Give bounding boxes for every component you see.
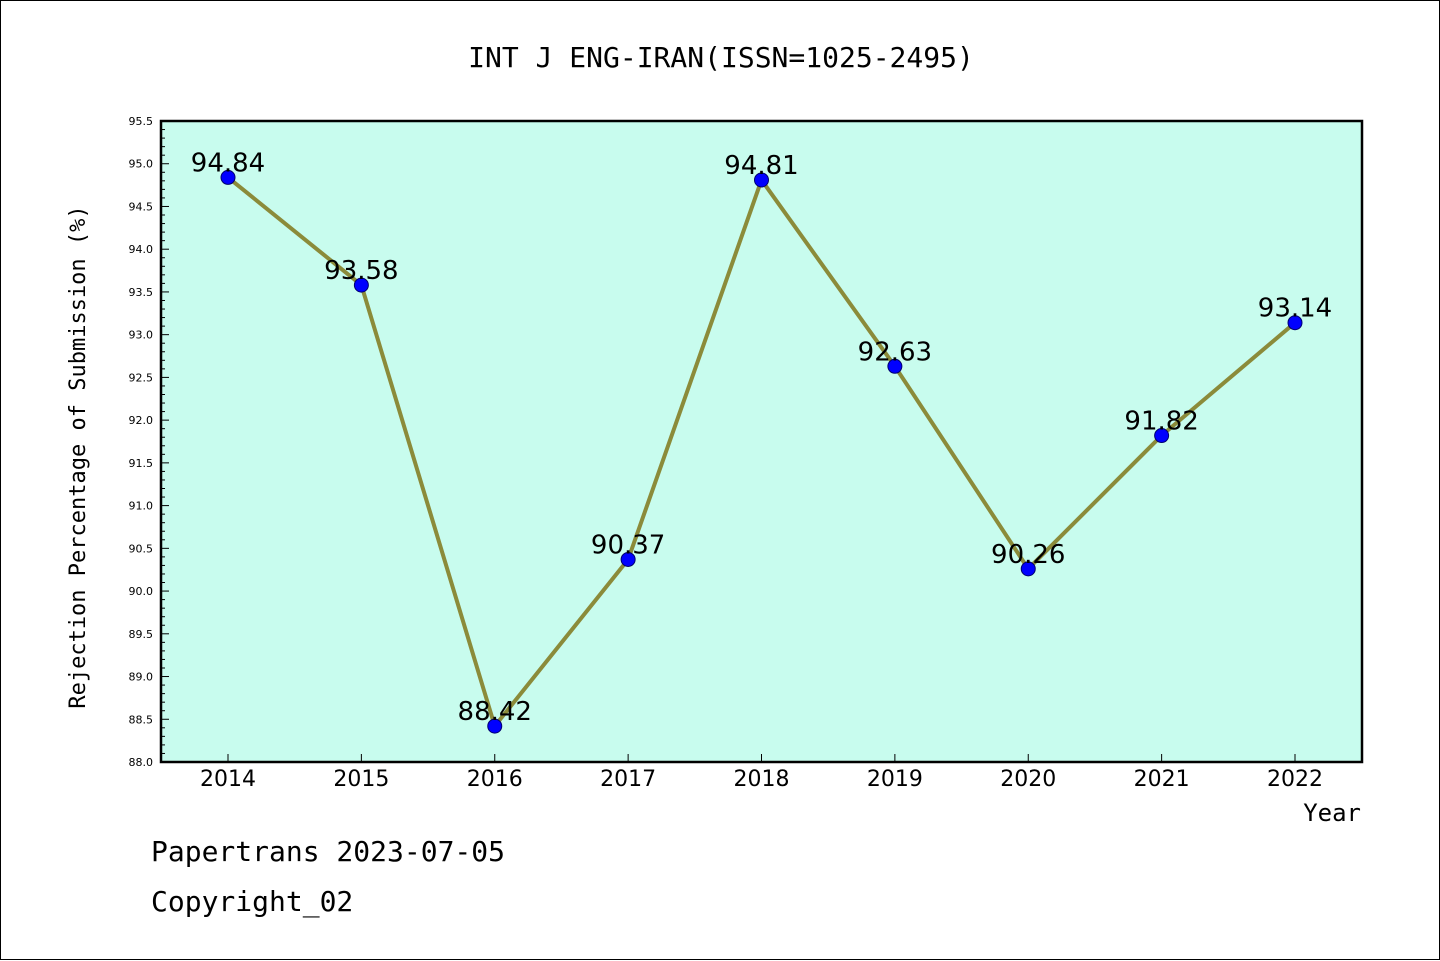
x-tick-label: 2019: [867, 767, 923, 792]
y-tick-label: 94.5: [129, 200, 154, 213]
y-tick-label: 93.0: [129, 329, 154, 342]
y-tick-label: 89.5: [129, 628, 154, 641]
x-tick-label: 2022: [1267, 767, 1323, 792]
y-tick-label: 89.0: [129, 671, 154, 684]
x-tick-label: 2016: [467, 767, 523, 792]
data-point: [353, 277, 369, 293]
y-tick-label: 95.5: [129, 115, 154, 128]
data-point: [1020, 561, 1036, 577]
y-tick-label: 95.0: [129, 158, 154, 171]
data-label: 90.37: [591, 530, 665, 560]
y-tick-label: 91.5: [129, 457, 154, 470]
data-point: [220, 169, 236, 185]
x-tick-label: 2017: [600, 767, 656, 792]
data-point: [1154, 428, 1170, 444]
y-tick-label: 90.5: [129, 542, 154, 555]
data-label: 93.58: [324, 256, 398, 286]
chart-title: INT J ENG-IRAN(ISSN=1025-2495): [468, 41, 974, 74]
data-label: 92.63: [858, 337, 932, 367]
x-tick-label: 2020: [1000, 767, 1056, 792]
x-tick-label: 2015: [333, 767, 389, 792]
y-tick-label: 94.0: [129, 243, 154, 256]
data-point: [487, 718, 503, 734]
y-tick-label: 91.0: [129, 500, 154, 513]
x-tick-label: 2014: [200, 767, 256, 792]
data-point: [1287, 315, 1303, 331]
data-label: 90.26: [991, 540, 1065, 570]
y-tick-label: 88.5: [129, 713, 154, 726]
data-label: 91.82: [1124, 407, 1198, 437]
plot-area-frame: [159, 119, 1364, 764]
x-tick-label: 2018: [734, 767, 790, 792]
data-label: 94.84: [191, 148, 265, 178]
data-point: [754, 172, 769, 188]
plot-area-background: [161, 121, 1362, 762]
y-tick-label: 92.5: [129, 371, 154, 384]
x-tick-label: 2021: [1134, 767, 1190, 792]
y-tick-label: 93.5: [129, 286, 154, 299]
y-tick-label: 88.0: [129, 756, 154, 769]
y-axis-label: Rejection Percentage of Submission (%): [66, 205, 91, 708]
footer-date-text: Papertrans 2023-07-05: [151, 835, 506, 868]
data-label: 93.14: [1258, 294, 1332, 324]
y-tick-label: 92.0: [129, 414, 154, 427]
data-point: [887, 358, 903, 374]
y-tick-label: 90.0: [129, 585, 154, 598]
data-point: [620, 551, 636, 567]
data-label: 88.42: [458, 697, 532, 727]
footer-copyright-text: Copyright_02: [151, 885, 354, 918]
x-axis-label: Year: [1303, 799, 1361, 827]
data-label: 94.81: [724, 151, 798, 181]
